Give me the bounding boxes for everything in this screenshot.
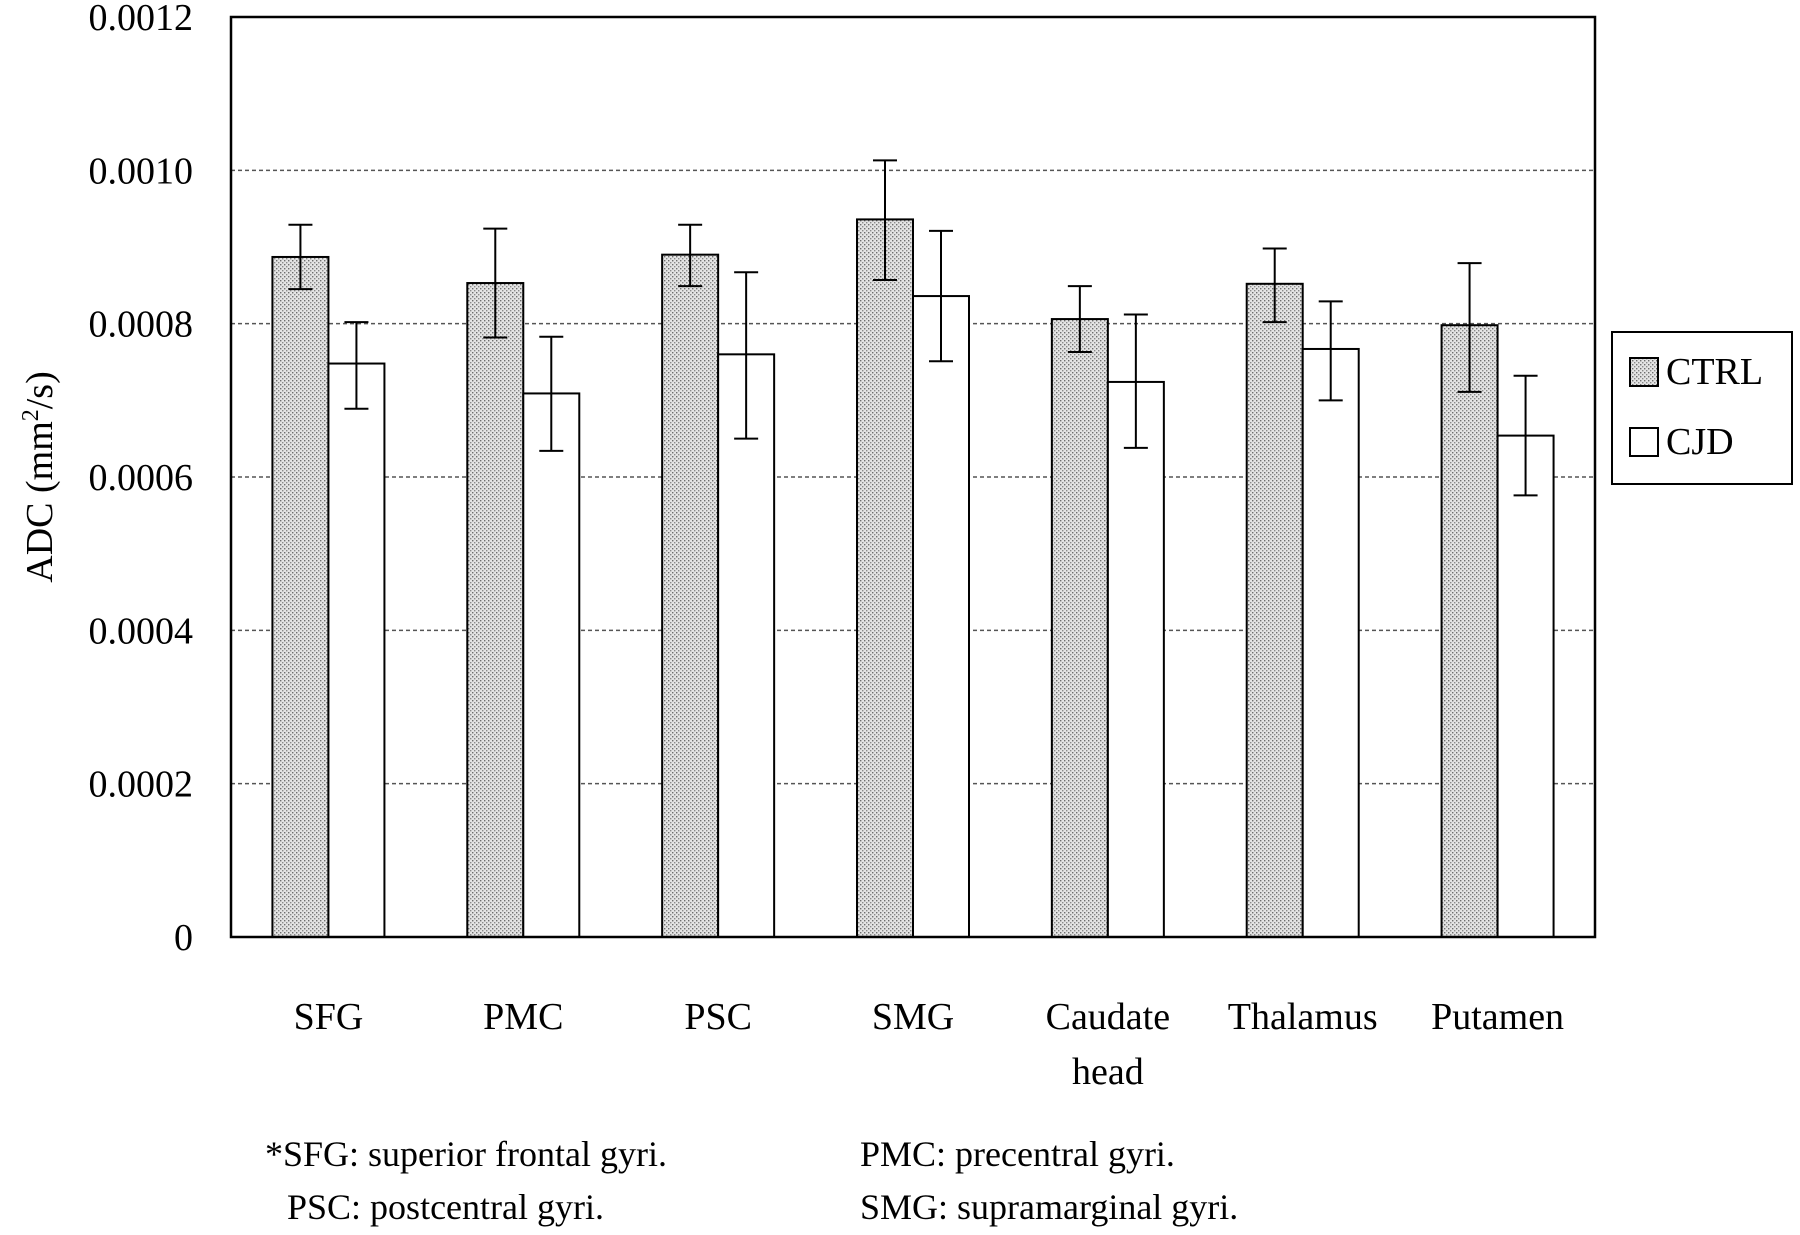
bars — [271, 159, 1555, 939]
footnote-text: PMC: precentral gyri. — [860, 1134, 1175, 1174]
y-axis-label: ADC (mm2/s) — [18, 371, 61, 583]
y-tick-label: 0.0004 — [89, 610, 194, 652]
y-tick-label: 0 — [174, 917, 193, 959]
bar-cjd — [327, 362, 386, 938]
bar-cjd — [1496, 434, 1555, 938]
bar-ctrl — [1050, 318, 1109, 939]
bar-cjd — [717, 353, 776, 939]
bar-cjd — [912, 295, 970, 939]
y-tick-label: 0.0010 — [89, 150, 194, 192]
x-category-label: Putamen — [1431, 996, 1564, 1038]
x-category-label: SFG — [294, 996, 364, 1038]
footnote-text: *SFG: superior frontal gyri. — [265, 1134, 667, 1174]
bar-ctrl — [661, 253, 720, 938]
plot-frame — [229, 15, 1597, 939]
bar-cjd — [1106, 380, 1165, 938]
legend-box — [1611, 331, 1793, 485]
x-category-label: PSC — [684, 996, 752, 1038]
y-tick-label: 0.0006 — [89, 457, 194, 499]
x-category-label: head — [1072, 1051, 1144, 1093]
bar-ctrl — [1245, 282, 1304, 938]
legend-label-ctrl: CTRL — [1666, 351, 1763, 393]
legend-swatch-cjd — [1629, 427, 1659, 457]
legend-swatch-ctrl — [1629, 357, 1659, 387]
labels: 0 0.0002 0.0004 0.0006 0.0008 0.0010 0.0012 SFG… — [18, 0, 1564, 1093]
axes — [229, 15, 1597, 939]
x-category-label: Thalamus — [1228, 996, 1378, 1038]
footnote-text: PSC: postcentral gyri. — [287, 1187, 604, 1227]
legend-label-cjd: CJD — [1666, 421, 1734, 463]
bar-ctrl — [271, 255, 330, 938]
x-category-label: SMG — [872, 996, 954, 1038]
bar-cjd — [1301, 347, 1360, 938]
legend: CTRL CJD — [1611, 331, 1793, 485]
bar-ctrl — [1440, 324, 1499, 938]
x-category-label: Caudate — [1046, 996, 1171, 1038]
footnote-text: SMG: supramarginal gyri. — [860, 1187, 1238, 1227]
y-tick-label: 0.0002 — [89, 764, 194, 806]
x-category-label: PMC — [483, 996, 563, 1038]
bar-ctrl — [856, 218, 914, 938]
bar-cjd — [522, 392, 581, 938]
y-tick-label: 0.0012 — [89, 0, 194, 39]
y-tick-label: 0.0008 — [89, 304, 194, 346]
footnote: *SFG: superior frontal gyri. PMC: precent… — [265, 1134, 1238, 1227]
bar-ctrl — [466, 282, 525, 938]
